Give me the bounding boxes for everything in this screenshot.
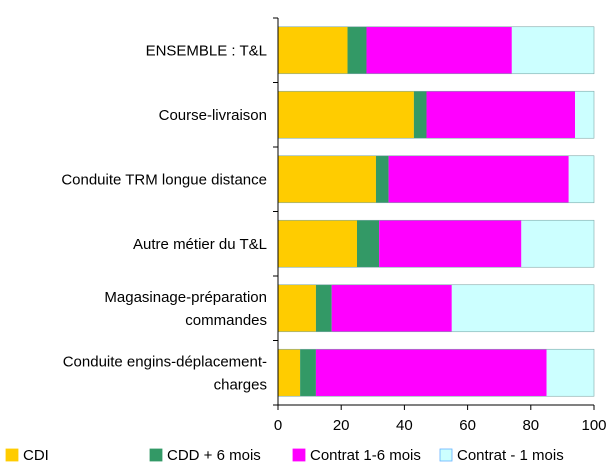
- legend-label: Contrat - 1 mois: [457, 447, 564, 464]
- category-labels: ENSEMBLE : T&L Course-livraison Conduite T…: [61, 42, 267, 393]
- category-label: charges: [214, 376, 267, 393]
- category-label: Magasinage-préparation: [104, 289, 267, 306]
- bar-segment: [511, 26, 594, 74]
- bar-segment: [426, 91, 576, 139]
- bar-segment: [521, 220, 594, 268]
- legend-label: Contrat 1-6 mois: [310, 447, 421, 464]
- bar-segment: [379, 220, 522, 268]
- bar-segment: [278, 284, 316, 332]
- bar-segment: [413, 91, 427, 139]
- category-label: ENSEMBLE : T&L: [146, 42, 267, 59]
- category-label: Course-livraison: [159, 107, 267, 124]
- bar-segment: [278, 91, 414, 139]
- legend-label: CDD + 6 mois: [167, 447, 261, 464]
- x-tick-label: 40: [396, 417, 413, 434]
- bar-segment: [278, 220, 357, 268]
- category-label: Conduite TRM longue distance: [61, 171, 267, 188]
- x-tick-label: 20: [333, 417, 350, 434]
- bars: [277, 26, 595, 397]
- legend-swatch: [292, 448, 306, 462]
- x-axis: 0 20 40 60 80 100: [273, 17, 607, 434]
- bar-segment: [568, 155, 594, 203]
- category-label: Conduite engins-déplacement-: [63, 353, 267, 370]
- legend-label: CDI: [23, 447, 49, 464]
- bar-segment: [357, 220, 380, 268]
- bar-segment: [278, 349, 301, 397]
- legend: CDI CDD + 6 mois Contrat 1-6 mois Contrat -…: [5, 447, 564, 464]
- bar-segment: [451, 284, 594, 332]
- bar-segment: [366, 26, 512, 74]
- x-tick-label: 60: [459, 417, 476, 434]
- bar-segment: [331, 284, 452, 332]
- legend-swatch: [439, 448, 453, 462]
- legend-swatch: [5, 448, 19, 462]
- bar-segment: [278, 155, 376, 203]
- legend-swatch: [149, 448, 163, 462]
- bar-segment: [315, 284, 332, 332]
- bar-segment: [347, 26, 367, 74]
- x-tick-label: 0: [274, 417, 282, 434]
- bar-segment: [315, 349, 547, 397]
- bar-segment: [575, 91, 594, 139]
- bar-segment: [278, 26, 348, 74]
- category-label: commandes: [185, 312, 267, 329]
- category-label: Autre métier du T&L: [133, 236, 267, 253]
- x-tick-label: 80: [522, 417, 539, 434]
- bar-segment: [388, 155, 569, 203]
- bar-segment: [300, 349, 316, 397]
- bar-segment: [546, 349, 594, 397]
- bar-segment: [375, 155, 389, 203]
- x-tick-label: 100: [581, 417, 606, 434]
